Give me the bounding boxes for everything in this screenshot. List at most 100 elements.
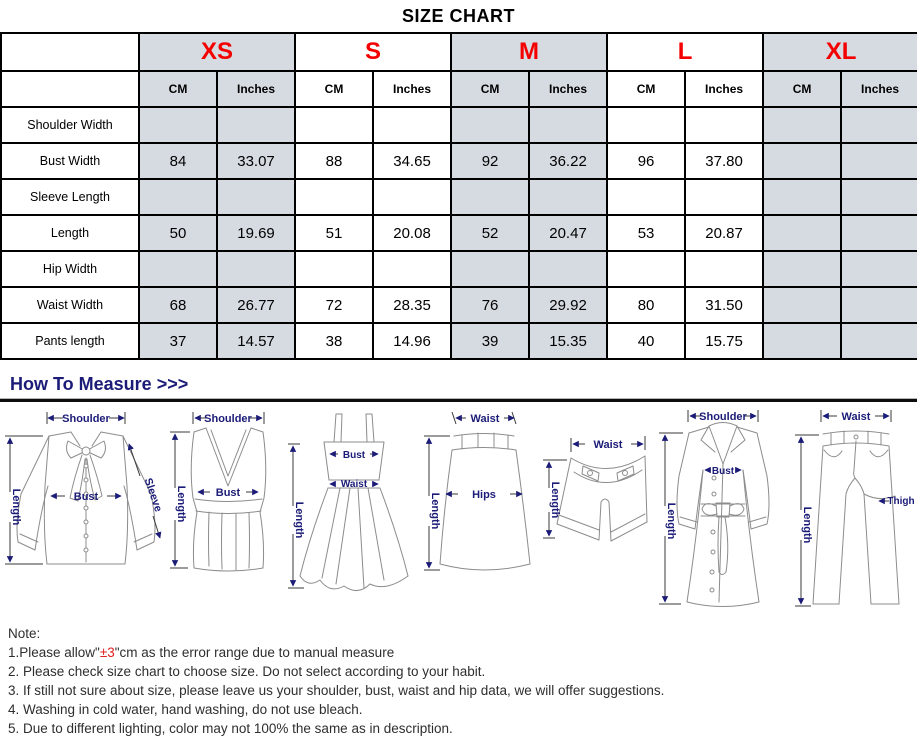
size-cell (528, 106, 609, 144)
size-cell (762, 286, 843, 324)
size-cell (840, 322, 917, 360)
unit-header-inches: Inches (215, 70, 297, 108)
size-cell (840, 106, 917, 144)
size-cell: 40 (606, 322, 687, 360)
measure-label-length: Length (175, 486, 187, 523)
size-cell (372, 106, 453, 144)
unit-header-inches: Inches (528, 70, 609, 108)
unit-header-cm: CM (606, 70, 687, 108)
size-cell (528, 250, 609, 288)
measure-label-length: Length (801, 507, 813, 544)
size-cell (294, 178, 375, 216)
unit-header-cm: CM (762, 70, 843, 108)
table-row-length: Length 50 19.69 51 20.08 52 20.47 53 20.… (0, 214, 917, 252)
size-cell (840, 286, 917, 324)
unit-header-inches: Inches (684, 70, 765, 108)
size-cell: 19.69 (215, 214, 297, 252)
size-cell: 37 (138, 322, 218, 360)
unit-header-inches: Inches (840, 70, 917, 108)
size-col-header-l: L (606, 32, 765, 72)
size-cell: 96 (606, 142, 687, 180)
size-cell (684, 106, 765, 144)
measure-label-length: Length (429, 493, 441, 530)
table-row-pants-length: Pants length 37 14.57 38 14.96 39 15.35 … (0, 322, 917, 360)
size-col-header-xs: XS (137, 32, 297, 72)
unit-header-cm: CM (138, 70, 218, 108)
note-highlight: ±3 (99, 645, 115, 660)
size-cell (294, 250, 375, 288)
corner-cell (0, 70, 140, 108)
measure-figures: Shoulder Length Bust Sleeve Shoulder Bus… (0, 402, 917, 616)
size-header-row: XS S M L XL (0, 32, 917, 72)
size-cell (840, 178, 917, 216)
dress-figure: Bust Waist Length (288, 413, 409, 591)
note-text: "cm as the error range due to manual mea… (114, 645, 395, 660)
table-row-bust-width: Bust Width 84 33.07 88 34.65 92 36.22 96… (0, 142, 917, 180)
measure-label-waist: Waist (471, 413, 500, 425)
measure-label-shoulder: Shoulder (699, 411, 747, 423)
size-cell: 76 (450, 286, 531, 324)
size-cell: 14.96 (372, 322, 453, 360)
unit-header-cm: CM (450, 70, 531, 108)
size-col-header-s: S (294, 32, 453, 72)
size-cell (762, 322, 843, 360)
row-label: Bust Width (0, 142, 140, 180)
measure-label-length: Length (293, 502, 305, 539)
size-cell (215, 250, 297, 288)
size-cell (215, 106, 297, 144)
size-col-header-xl: XL (762, 32, 917, 72)
coat-figure: Shoulder Bust Length (658, 410, 770, 607)
shorts-figure: Waist Length (542, 436, 648, 542)
size-cell (684, 250, 765, 288)
size-cell (840, 142, 917, 180)
size-cell (840, 250, 917, 288)
row-label: Hip Width (0, 250, 140, 288)
size-cell (138, 106, 218, 144)
measure-label-shoulder: Shoulder (204, 413, 252, 425)
size-cell: 52 (450, 214, 531, 252)
row-label: Waist Width (0, 286, 140, 324)
measure-label-sleeve: Sleeve (141, 477, 164, 514)
notes-heading: Note: (8, 626, 41, 641)
size-cell: 28.35 (372, 286, 453, 324)
size-cell: 80 (606, 286, 687, 324)
size-cell (450, 106, 531, 144)
note-item-4: 4. Washing in cold water, hand washing, … (8, 702, 363, 717)
table-row-hip-width: Hip Width (0, 250, 917, 288)
note-item-2: 2. Please check size chart to choose siz… (8, 664, 486, 679)
how-to-measure-heading: How To Measure >>> (10, 374, 189, 394)
size-cell: 36.22 (528, 142, 609, 180)
note-text: 1.Please allow" (8, 645, 100, 660)
size-cell (372, 250, 453, 288)
row-label: Shoulder Width (0, 106, 140, 144)
corner-cell (0, 32, 140, 72)
vest-figure: Shoulder Bust Length (170, 412, 267, 572)
section-divider (0, 398, 917, 402)
size-cell: 68 (138, 286, 218, 324)
size-cell (294, 106, 375, 144)
size-cell: 20.47 (528, 214, 609, 252)
size-cell: 88 (294, 142, 375, 180)
size-cell: 15.75 (684, 322, 765, 360)
page-title: SIZE CHART (402, 6, 515, 26)
size-cell (762, 214, 843, 252)
size-cell: 20.87 (684, 214, 765, 252)
row-label: Length (0, 214, 140, 252)
size-cell: 37.80 (684, 142, 765, 180)
size-cell: 38 (294, 322, 375, 360)
measure-label-length: Length (665, 503, 677, 540)
size-cell (762, 178, 843, 216)
size-cell: 39 (450, 322, 531, 360)
unit-header-cm: CM (294, 70, 375, 108)
size-cell: 84 (138, 142, 218, 180)
size-cell (450, 178, 531, 216)
size-cell: 15.35 (528, 322, 609, 360)
table-row-shoulder-width: Shoulder Width (0, 106, 917, 144)
blouse-figure: Shoulder Length Bust Sleeve (5, 412, 164, 565)
measure-label-hips: Hips (473, 489, 497, 501)
size-cell (372, 178, 453, 216)
measure-label-waist: Waist (841, 411, 870, 423)
size-cell (215, 178, 297, 216)
size-cell (606, 106, 687, 144)
size-cell: 20.08 (372, 214, 453, 252)
